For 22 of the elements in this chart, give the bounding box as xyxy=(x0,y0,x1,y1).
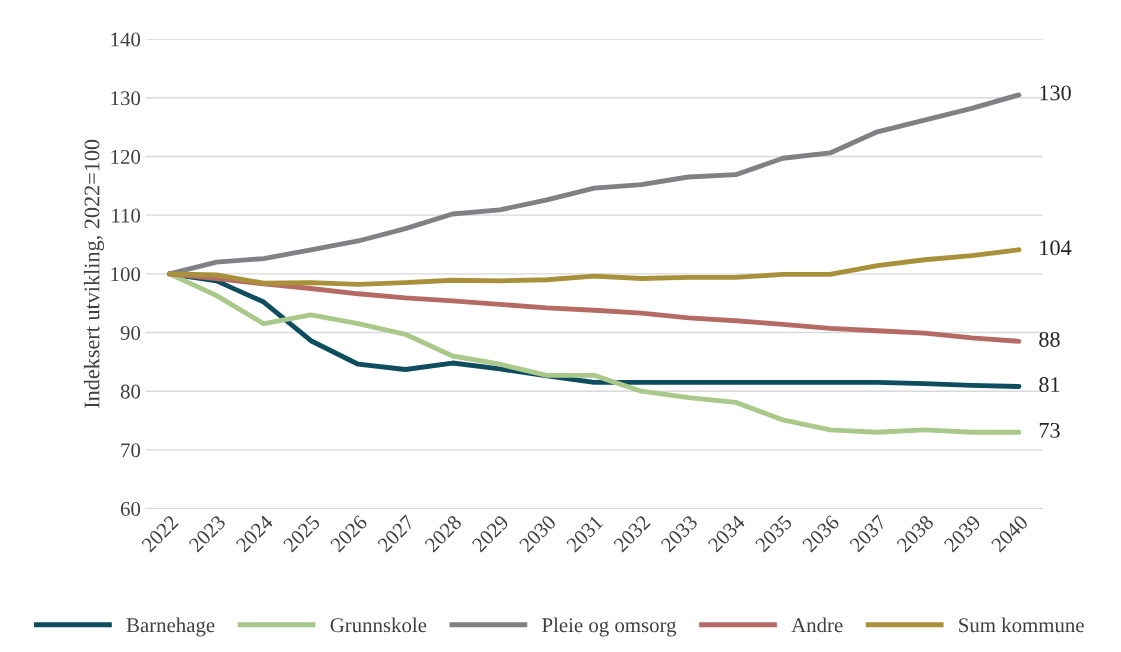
line-series xyxy=(166,271,1022,435)
annotation: 130 xyxy=(1040,85,1071,101)
annotation: 104 xyxy=(1040,240,1072,256)
legend-label: Pleie og omsorg xyxy=(542,617,677,637)
y-tick-label: 140 xyxy=(111,32,141,47)
y-tick-label: 70 xyxy=(121,443,141,458)
legend-label: Sum kommune xyxy=(959,617,1084,633)
y-tick-label: 80 xyxy=(120,384,141,399)
annotation: 73 xyxy=(1039,422,1060,438)
annotation: 81 xyxy=(1039,377,1060,393)
y-tick-label: 110 xyxy=(112,208,141,223)
y-tick-label: 130 xyxy=(111,91,141,106)
y-tick-label: 100 xyxy=(111,267,141,282)
legend-label: Barnehage xyxy=(126,617,215,637)
annotation: 88 xyxy=(1039,331,1060,347)
y-axis-title: Indeksert utvikling, 2022=100 xyxy=(83,139,105,408)
legend-label: Andre xyxy=(791,617,843,633)
line-series xyxy=(166,247,1022,287)
legend-label: Grunnskole xyxy=(330,617,427,633)
y-tick-label: 120 xyxy=(111,149,141,164)
y-tick-label: 90 xyxy=(120,325,141,340)
y-tick-label: 60 xyxy=(120,501,141,516)
